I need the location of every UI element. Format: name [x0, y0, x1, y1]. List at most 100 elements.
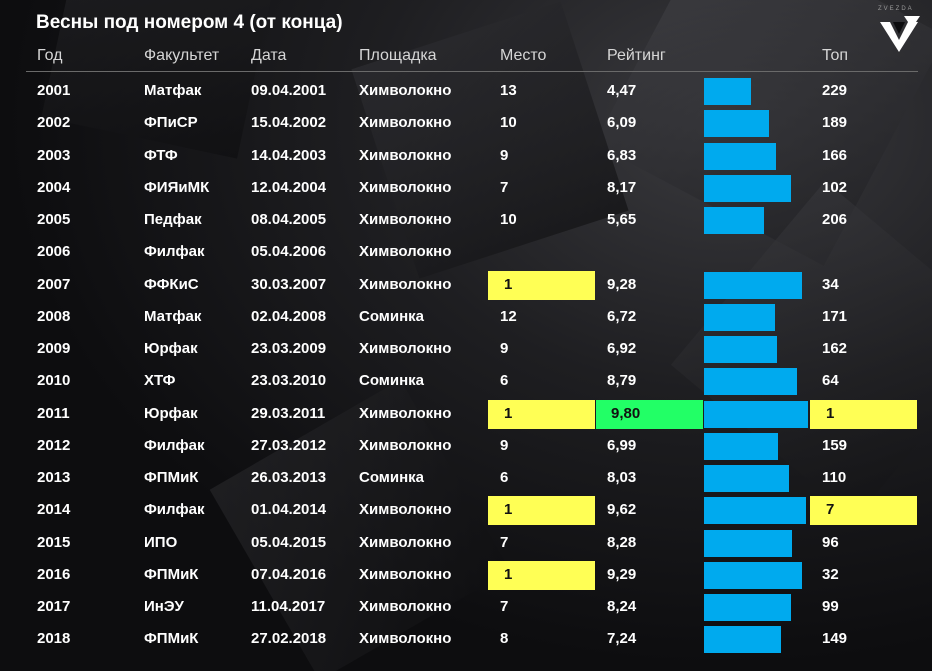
- cell-venue: Химволокно: [359, 436, 452, 454]
- cell-date: 07.04.2016: [251, 565, 327, 583]
- rating-bar: [704, 336, 777, 363]
- cell-place: 6: [500, 469, 509, 486]
- cell-faculty: Филфак: [144, 243, 205, 261]
- cell-faculty: ФПМиК: [144, 630, 199, 648]
- cell-year: 2016: [37, 565, 71, 583]
- cell-year: 2002: [37, 114, 71, 132]
- cell-date: 05.04.2015: [251, 533, 327, 551]
- column-header-venue: Площадка: [359, 47, 437, 64]
- cell-date: 05.04.2006: [251, 243, 327, 261]
- table-row: 2010 ХТФ 23.03.2010 Соминка 6 8,79 64: [0, 365, 932, 397]
- cell-top: 1: [826, 404, 835, 422]
- cell-date: 23.03.2009: [251, 340, 327, 357]
- cell-year: 2012: [37, 436, 71, 454]
- cell-rating: 6,99: [607, 436, 637, 454]
- cell-faculty: ФТФ: [144, 146, 178, 164]
- cell-rating: 9,28: [607, 275, 637, 293]
- table-row: 2018 ФПМиК 27.02.2018 Химволокно 8 7,24 149: [0, 623, 932, 655]
- cell-rating: 6,83: [607, 146, 637, 164]
- cell-top: 206: [822, 211, 848, 228]
- cell-place: 10: [500, 114, 517, 132]
- cell-faculty: ФПМиК: [144, 565, 199, 583]
- cell-faculty: Юрфак: [144, 404, 198, 422]
- cell-faculty: Филфак: [144, 436, 205, 454]
- rating-bar: [704, 529, 792, 557]
- table-row: 2004 ФИЯиМК 12.04.2004 Химволокно 7 8,17 102: [0, 172, 932, 204]
- cell-year: 2008: [37, 307, 71, 325]
- cell-rating: 8,79: [607, 372, 637, 390]
- cell-place: 10: [500, 211, 517, 228]
- cell-top: 32: [822, 565, 839, 583]
- cell-year: 2007: [37, 275, 71, 293]
- cell-rating: 6,92: [607, 340, 637, 357]
- cell-venue: Химволокно: [359, 146, 452, 164]
- cell-venue: Химволокно: [359, 275, 452, 293]
- cell-place: 1: [504, 275, 513, 293]
- cell-date: 15.04.2002: [251, 114, 327, 132]
- table-row: 2002 ФПиСР 15.04.2002 Химволокно 10 6,09 189: [0, 107, 932, 139]
- cell-faculty: Юрфак: [144, 340, 198, 357]
- rating-bar: [704, 400, 808, 428]
- rating-bar: [704, 368, 797, 396]
- cell-top: 189: [822, 114, 848, 132]
- cell-year: 2017: [37, 598, 71, 615]
- cell-rating: 5,65: [607, 211, 637, 228]
- table-row: 2009 Юрфак 23.03.2009 Химволокно 9 6,92 162: [0, 333, 932, 365]
- table-header: Год Факультет Дата Площадка Место Рейтин…: [0, 44, 932, 70]
- cell-place: 7: [500, 178, 509, 196]
- table-row: 2016 ФПМиК 07.04.2016 Химволокно 1 9,29 32: [0, 559, 932, 591]
- cell-rating: 8,03: [607, 469, 637, 486]
- column-header-faculty: Факультет: [144, 47, 220, 64]
- table-row: 2014 Филфак 01.04.2014 Химволокно 1 9,62 7: [0, 494, 932, 526]
- cell-rating: 6,09: [607, 114, 637, 132]
- cell-rating: 8,17: [607, 178, 637, 196]
- cell-year: 2011: [37, 404, 70, 422]
- cell-place: 1: [504, 501, 513, 519]
- cell-faculty: ХТФ: [144, 372, 176, 390]
- cell-faculty: Филфак: [144, 501, 205, 519]
- cell-top: 7: [826, 501, 835, 519]
- cell-date: 01.04.2014: [251, 501, 327, 519]
- cell-top: 99: [822, 598, 839, 615]
- rating-bar: [704, 497, 806, 525]
- table-row: 2012 Филфак 27.03.2012 Химволокно 9 6,99 159: [0, 430, 932, 462]
- table-row: 2011 Юрфак 29.03.2011 Химволокно 1 9,80 1: [0, 398, 932, 430]
- table-row: 2015 ИПО 05.04.2015 Химволокно 7 8,28 96: [0, 527, 932, 559]
- cell-date: 08.04.2005: [251, 211, 327, 228]
- cell-place: 9: [500, 146, 509, 164]
- cell-top: 171: [822, 307, 848, 325]
- rating-bar: [704, 303, 775, 331]
- cell-top: 162: [822, 340, 848, 357]
- cell-place: 7: [500, 533, 509, 551]
- cell-place: 9: [500, 340, 509, 357]
- table-row: 2008 Матфак 02.04.2008 Соминка 12 6,72 171: [0, 301, 932, 333]
- cell-venue: Химволокно: [359, 533, 452, 551]
- cell-year: 2005: [37, 211, 71, 228]
- table-row: 2003 ФТФ 14.04.2003 Химволокно 9 6,83 166: [0, 140, 932, 172]
- rating-bar: [704, 207, 764, 234]
- cell-faculty: ФИЯиМК: [144, 178, 210, 196]
- rating-bar: [704, 142, 776, 170]
- zvezda-logo-icon: [880, 16, 920, 52]
- cell-faculty: ИПО: [144, 533, 178, 551]
- cell-date: 26.03.2013: [251, 469, 327, 486]
- cell-top: 34: [822, 275, 839, 293]
- table-row: 2013 ФПМиК 26.03.2013 Соминка 6 8,03 110: [0, 462, 932, 494]
- cell-rating: 9,29: [607, 565, 637, 583]
- cell-date: 09.04.2001: [251, 82, 327, 99]
- cell-faculty: ФПМиК: [144, 469, 199, 486]
- cell-faculty: Матфак: [144, 307, 202, 325]
- logo-text: ZVEZDA: [878, 6, 914, 12]
- cell-top: 96: [822, 533, 839, 551]
- cell-venue: Соминка: [359, 469, 425, 486]
- cell-venue: Химволокно: [359, 630, 452, 648]
- table-row: 2007 ФФКиС 30.03.2007 Химволокно 1 9,28 34: [0, 269, 932, 301]
- cell-venue: Химволокно: [359, 243, 452, 261]
- cell-top: 166: [822, 146, 848, 164]
- column-header-year: Год: [37, 47, 63, 64]
- cell-rating: 4,47: [607, 82, 637, 99]
- cell-year: 2013: [37, 469, 71, 486]
- cell-place: 6: [500, 372, 509, 390]
- table-row: 2005 Педфак 08.04.2005 Химволокно 10 5,65 206: [0, 204, 932, 236]
